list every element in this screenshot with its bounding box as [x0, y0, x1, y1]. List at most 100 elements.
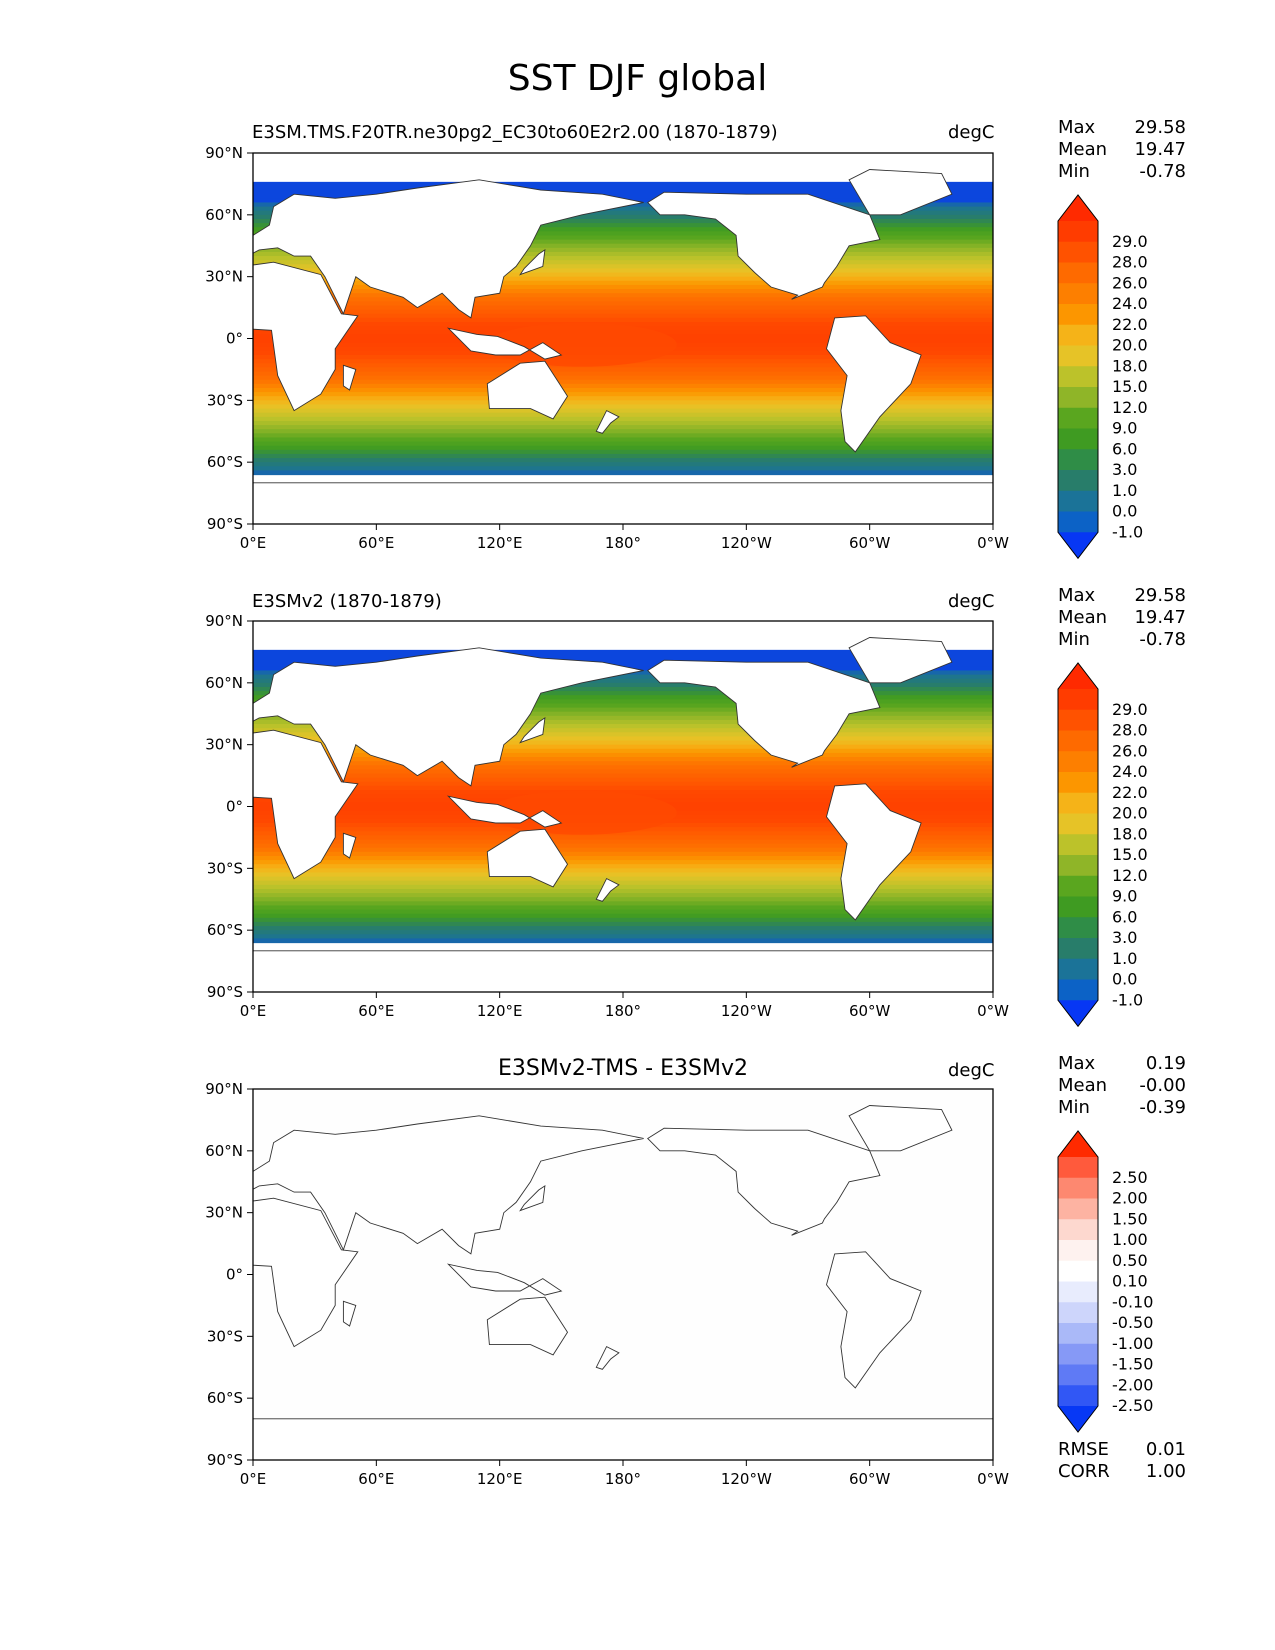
sst-band [253, 280, 993, 286]
colorbar-outline [1057, 194, 1099, 560]
sst-field [253, 1089, 993, 1460]
panel-1-units: degC [948, 122, 995, 143]
y-tick-label: 0° [226, 798, 243, 816]
sst-band [253, 917, 993, 923]
x-tick-label: 60°E [358, 1002, 394, 1020]
colorbar-swatch [1058, 345, 1098, 367]
sst-band [253, 214, 993, 220]
map-panel-1: 0°E 60°E 120°E 180° 120°W 60°W 0°W 90°N 60°N 30°N… [205, 144, 1009, 552]
sst-band [253, 888, 993, 894]
sst-band [253, 458, 993, 463]
colorbar-label: 26.0 [1112, 741, 1148, 760]
colorbar-label: 12.0 [1112, 866, 1148, 885]
sst-band [253, 433, 993, 439]
sst-band [253, 223, 993, 228]
sst-band [253, 736, 993, 742]
y-tick-label: 90°N [205, 612, 243, 630]
sst-band [253, 752, 993, 758]
sst-band [253, 855, 993, 861]
x-tick-label: 60°E [358, 534, 394, 552]
colorbar-swatch [1058, 1240, 1098, 1262]
sst-band [253, 765, 993, 770]
sst-band [253, 699, 993, 705]
y-tick-label: 0° [226, 330, 243, 348]
colorbar-2: 29.0 28.026.0 24.0 22.0 20.018.0 15.0 12.0 9.06… [1057, 662, 1148, 1028]
sst-band [253, 247, 993, 253]
x-tick-label: 0°W [977, 534, 1009, 552]
sst-band [253, 880, 993, 886]
stat-value: 19.47 [1134, 607, 1186, 628]
coastline [253, 950, 993, 992]
sst-band [253, 466, 993, 472]
colorbar-swatch [1058, 221, 1098, 243]
sst-band [253, 251, 993, 257]
stat-label: Min [1058, 161, 1090, 182]
sst-band [253, 851, 993, 857]
colorbar-swatch [1058, 1364, 1098, 1386]
sst-band [253, 728, 993, 733]
sst-band [253, 264, 993, 270]
sst-band [253, 383, 993, 389]
colorbar-bottom-extend [1058, 1000, 1098, 1027]
coastline [253, 647, 644, 787]
coastline [486, 360, 569, 420]
sst-band [253, 790, 993, 795]
coastline [253, 729, 359, 880]
sst-band [253, 872, 993, 878]
sst-field [253, 169, 993, 524]
colorbar-label: 6.0 [1112, 907, 1137, 926]
coastline [253, 1418, 993, 1460]
colorbar-label: 18.0 [1112, 824, 1148, 843]
colorbar-label: 1.50 [1112, 1209, 1148, 1228]
sst-band [253, 190, 993, 195]
colorbar-label: 15.0 [1112, 845, 1148, 864]
sst-band [253, 884, 993, 890]
y-tick-label: 60°N [205, 674, 243, 692]
colorbar-label: -0.50 [1112, 1313, 1153, 1332]
colorbar-swatch [1058, 813, 1098, 835]
colorbar-label: 20.0 [1112, 336, 1148, 355]
colorbar-top-extend [1058, 1131, 1098, 1157]
colorbar-swatch [1058, 1260, 1098, 1282]
x-tick-label: 180° [605, 1470, 641, 1488]
x-tick-label: 180° [605, 1002, 641, 1020]
sst-band [253, 276, 993, 282]
coastline [253, 1197, 359, 1348]
sst-band [253, 379, 993, 385]
colorbar-swatch [1058, 730, 1098, 752]
stat-label: Mean [1058, 607, 1108, 628]
sst-band [253, 926, 993, 931]
sst-band [253, 313, 993, 319]
colorbar-swatch [1058, 1177, 1098, 1199]
sst-band [253, 860, 993, 865]
colorbar-swatch [1058, 938, 1098, 960]
sst-band [253, 678, 993, 684]
stat-value: 29.58 [1134, 585, 1186, 606]
colorbar-label: 3.0 [1112, 928, 1137, 947]
colorbar-swatch [1058, 979, 1098, 1001]
x-tick-label: 120°E [477, 1002, 523, 1020]
y-tick-label: 60°N [205, 1142, 243, 1160]
colorbar-swatch [1058, 1323, 1098, 1345]
sst-band [253, 831, 993, 836]
sst-band [253, 445, 993, 451]
stat-value: 19.47 [1134, 139, 1186, 160]
sst-band [253, 901, 993, 907]
y-tick-label: 60°S [207, 921, 243, 939]
sst-band [253, 396, 993, 401]
sst-band [253, 785, 993, 791]
y-tick-label: 30°N [205, 736, 243, 754]
colorbar-swatch [1058, 387, 1098, 409]
colorbar-label: 1.0 [1112, 481, 1137, 500]
colorbar-bottom-extend [1058, 532, 1098, 559]
colorbar-label: 9.0 [1112, 887, 1137, 906]
colorbar-swatch [1058, 1302, 1098, 1324]
x-tick-label: 120°E [477, 534, 523, 552]
colorbar-label: 0.0 [1112, 502, 1137, 521]
stat-label: Max [1058, 1053, 1096, 1074]
sst-band [253, 387, 993, 393]
warm-pool [486, 322, 677, 367]
sst-band [253, 218, 993, 224]
y-tick-label: 30°S [207, 1327, 243, 1345]
sst-band [253, 289, 993, 294]
